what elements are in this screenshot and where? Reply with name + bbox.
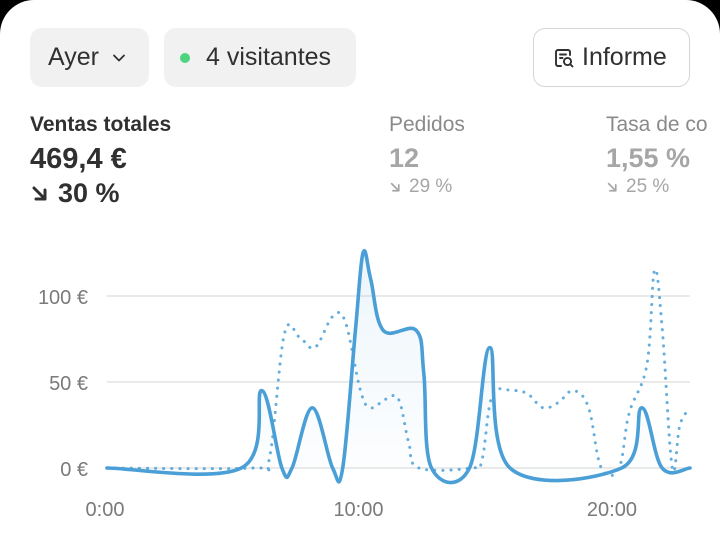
report-search-icon [555, 48, 574, 67]
report-button[interactable]: Informe [533, 28, 690, 87]
metric-total-sales[interactable]: Ventas totales 469,4 € 30 % [30, 113, 171, 209]
metric-orders[interactable]: Pedidos 12 29 % [389, 113, 465, 198]
report-button-label: Informe [582, 43, 667, 71]
visitors-count: 4 visitantes [206, 43, 332, 71]
comparison-series-line [105, 267, 692, 478]
arrow-down-right-icon [607, 182, 617, 192]
metric-change-value: 25 % [626, 176, 670, 197]
chevron-down-icon [113, 54, 125, 61]
metric-change: 29 % [389, 176, 465, 198]
y-tick-label: 0 € [60, 459, 88, 481]
metric-change: 30 % [30, 178, 171, 209]
metric-change-value: 30 % [58, 178, 120, 208]
series-area-fill [107, 250, 690, 483]
x-tick-label: 20:00 [587, 499, 637, 521]
metric-change-value: 29 % [409, 176, 453, 197]
metric-value: 1,55 % [606, 143, 691, 173]
date-range-selector[interactable]: Ayer [30, 28, 149, 87]
metric-label: Ventas totales [30, 113, 172, 136]
live-dot-icon [180, 52, 190, 63]
date-range-label: Ayer [48, 43, 99, 71]
live-visitors-badge[interactable]: 4 visitantes [164, 28, 356, 87]
metric-conversion-rate[interactable]: Tasa de co 1,55 % 25 % [606, 113, 708, 198]
arrow-down-right-icon [390, 182, 400, 192]
sales-line-chart: 0 € 50 € 100 € 0:00 10:00 20:00 [38, 249, 692, 521]
y-tick-label: 50 € [49, 373, 88, 395]
metric-label: Tasa de co [606, 113, 708, 136]
metric-value: 469,4 € [30, 143, 127, 175]
metric-change: 25 % [606, 176, 708, 198]
arrow-down-right-icon [32, 186, 47, 200]
metric-value: 12 [389, 143, 420, 173]
x-tick-label: 0:00 [86, 499, 125, 521]
x-tick-label: 10:00 [333, 499, 383, 521]
current-series-line [105, 249, 692, 485]
metric-label: Pedidos [389, 113, 465, 136]
y-tick-label: 100 € [38, 287, 88, 309]
